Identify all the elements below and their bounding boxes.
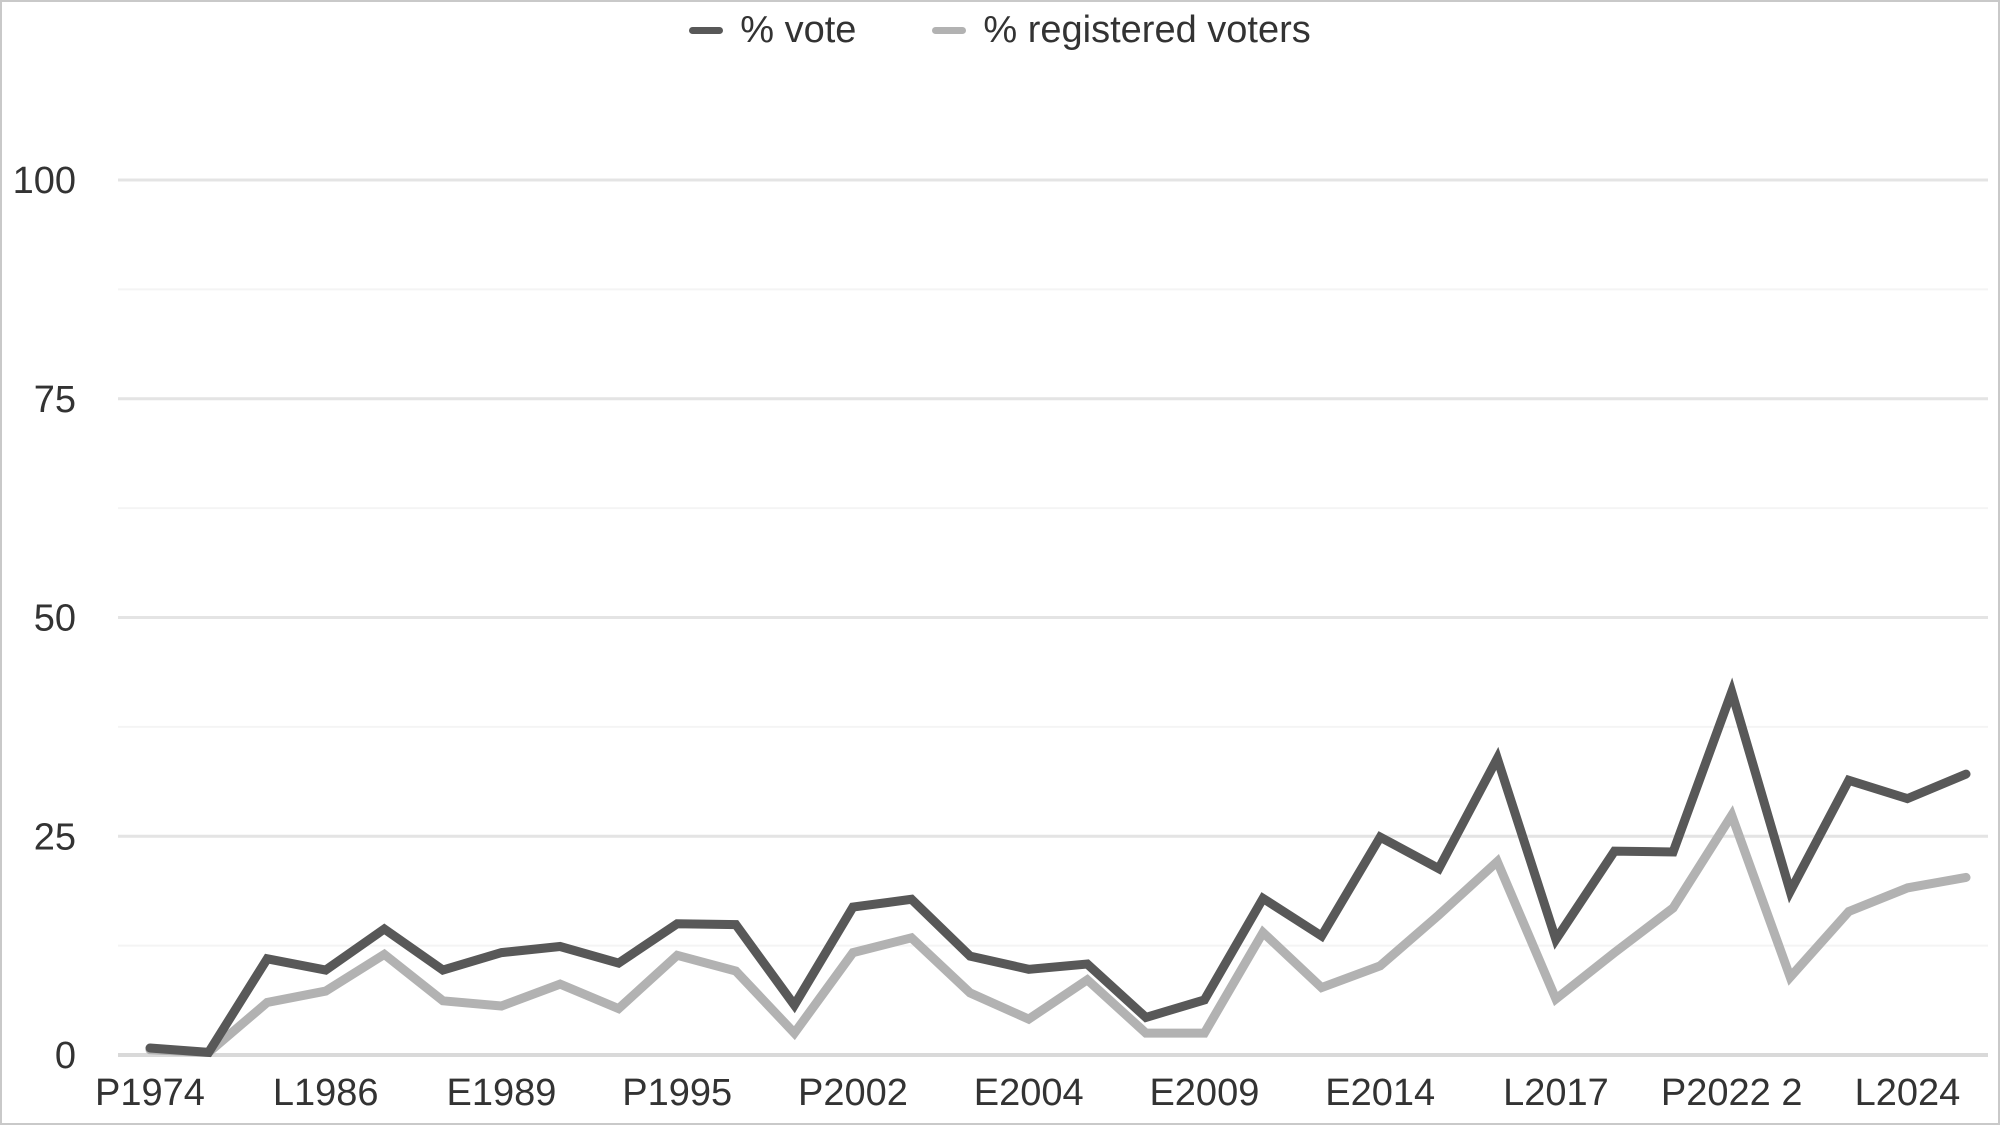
x-axis-tick-label: P1974 [95,1072,205,1114]
legend-label: % registered voters [983,9,1311,51]
series-line-registered-voters[interactable] [145,805,1971,1057]
y-axis-tick-label: 25 [34,816,76,858]
x-axis-tick-label: L1986 [273,1072,379,1114]
legend-line-swatch-icon [932,27,967,35]
x-axis-tick-label: E1989 [447,1072,557,1114]
legend-item[interactable]: % vote [689,9,857,52]
series-line-vote[interactable] [145,677,1971,1058]
x-axis-tick-label: L2024 [1855,1072,1961,1114]
x-axis-tick-label: P2022 2 [1661,1072,1803,1114]
legend-label: % vote [740,9,857,51]
legend-line-swatch-icon [689,27,724,35]
x-axis-tick-label: E2014 [1325,1072,1435,1114]
y-axis-tick-label: 50 [34,598,76,640]
x-axis-tick-label: L2017 [1503,1072,1609,1114]
x-axis-tick-label: E2004 [974,1072,1084,1114]
x-axis-tick-label: P1995 [622,1072,732,1114]
legend: % vote % registered voters [0,9,2000,52]
y-axis-tick-label: 75 [34,379,76,421]
legend-item[interactable]: % registered voters [932,9,1311,52]
y-axis-tick-label: 100 [13,160,76,202]
y-axis-tick-label: 0 [55,1035,76,1077]
x-axis-tick-label: E2009 [1149,1072,1259,1114]
x-axis-tick-label: P2002 [798,1072,908,1114]
